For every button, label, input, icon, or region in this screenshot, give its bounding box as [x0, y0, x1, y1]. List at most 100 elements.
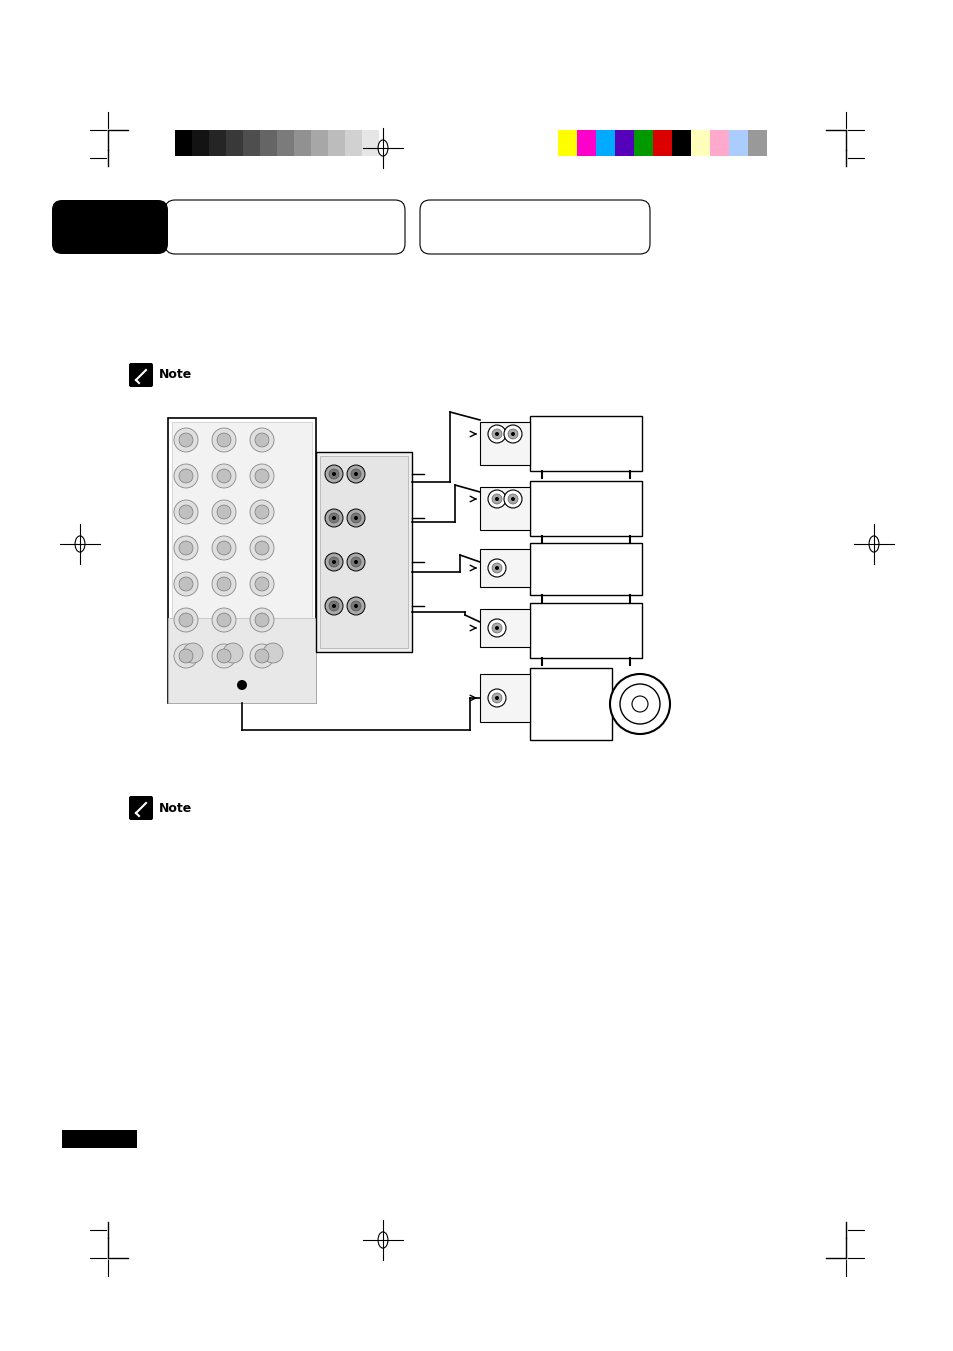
Circle shape	[325, 597, 343, 615]
Circle shape	[511, 432, 515, 436]
Circle shape	[332, 516, 335, 520]
Circle shape	[173, 500, 198, 524]
Circle shape	[179, 505, 193, 519]
Circle shape	[609, 674, 669, 734]
Circle shape	[492, 563, 501, 573]
Bar	[558, 130, 577, 155]
Circle shape	[351, 469, 360, 480]
Circle shape	[351, 557, 360, 567]
Circle shape	[179, 648, 193, 663]
Bar	[530, 481, 641, 536]
Bar	[652, 130, 671, 155]
Bar	[260, 130, 276, 155]
Circle shape	[250, 500, 274, 524]
Circle shape	[631, 696, 647, 712]
Circle shape	[488, 426, 505, 443]
Bar	[634, 130, 652, 155]
Circle shape	[216, 613, 231, 627]
Circle shape	[619, 684, 659, 724]
Circle shape	[503, 490, 521, 508]
Circle shape	[212, 571, 235, 596]
Circle shape	[173, 608, 198, 632]
Bar	[577, 130, 596, 155]
Circle shape	[495, 626, 498, 630]
Text: Note: Note	[159, 801, 193, 815]
Circle shape	[354, 516, 357, 520]
Bar	[209, 130, 226, 155]
Circle shape	[212, 500, 235, 524]
Circle shape	[250, 644, 274, 667]
Bar	[479, 422, 530, 465]
Circle shape	[216, 469, 231, 484]
Circle shape	[216, 434, 231, 447]
Circle shape	[329, 557, 338, 567]
Bar	[168, 417, 315, 703]
Circle shape	[332, 604, 335, 608]
Bar	[709, 130, 728, 155]
Circle shape	[212, 463, 235, 488]
Bar	[62, 1129, 137, 1148]
Bar	[311, 130, 328, 155]
Circle shape	[173, 428, 198, 453]
Circle shape	[492, 430, 501, 439]
Circle shape	[488, 689, 505, 707]
Circle shape	[254, 540, 269, 555]
Circle shape	[173, 644, 198, 667]
Bar	[479, 549, 530, 586]
Circle shape	[250, 463, 274, 488]
Circle shape	[250, 608, 274, 632]
Circle shape	[488, 619, 505, 638]
Bar	[328, 130, 345, 155]
Circle shape	[354, 604, 357, 608]
Circle shape	[254, 613, 269, 627]
Circle shape	[492, 494, 501, 504]
Circle shape	[347, 553, 365, 571]
Bar	[530, 667, 612, 740]
Circle shape	[179, 434, 193, 447]
Circle shape	[254, 648, 269, 663]
Bar	[530, 416, 641, 471]
FancyBboxPatch shape	[129, 363, 152, 386]
Bar	[174, 130, 192, 155]
Circle shape	[507, 494, 517, 504]
Bar	[690, 130, 709, 155]
Circle shape	[495, 566, 498, 570]
FancyBboxPatch shape	[129, 796, 152, 820]
Circle shape	[511, 497, 515, 501]
Bar	[276, 130, 294, 155]
Circle shape	[329, 601, 338, 611]
Bar	[226, 130, 243, 155]
Bar	[596, 130, 615, 155]
Bar	[671, 130, 690, 155]
Bar	[378, 130, 395, 155]
Circle shape	[507, 430, 517, 439]
Bar	[479, 674, 530, 721]
Circle shape	[216, 577, 231, 590]
Bar	[361, 130, 378, 155]
Text: Note: Note	[159, 369, 193, 381]
Circle shape	[179, 469, 193, 484]
Circle shape	[250, 536, 274, 561]
Bar	[479, 486, 530, 530]
Circle shape	[254, 505, 269, 519]
Circle shape	[347, 597, 365, 615]
Circle shape	[329, 469, 338, 480]
Circle shape	[495, 696, 498, 700]
Circle shape	[254, 469, 269, 484]
Bar	[747, 130, 766, 155]
Circle shape	[173, 536, 198, 561]
Circle shape	[488, 559, 505, 577]
Circle shape	[254, 434, 269, 447]
Circle shape	[212, 608, 235, 632]
Circle shape	[263, 643, 283, 663]
Circle shape	[332, 471, 335, 476]
Circle shape	[503, 426, 521, 443]
Circle shape	[179, 577, 193, 590]
Bar	[315, 453, 412, 653]
Circle shape	[183, 643, 203, 663]
Circle shape	[325, 553, 343, 571]
Circle shape	[488, 490, 505, 508]
Circle shape	[250, 571, 274, 596]
Bar	[294, 130, 311, 155]
Circle shape	[216, 648, 231, 663]
